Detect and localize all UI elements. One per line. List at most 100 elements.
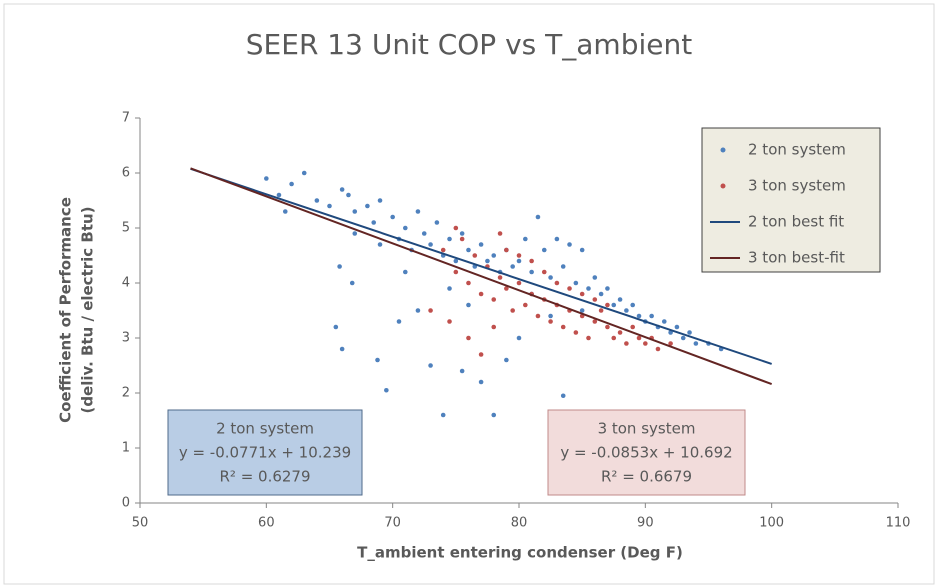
point [548,313,553,319]
point [377,198,383,203]
point [541,269,547,275]
annotation-text: 2 ton system [216,420,314,438]
point [485,258,490,264]
x-tick-label: 100 [759,516,784,531]
annotation-text: y = -0.0771x + 10.239 [179,444,351,462]
point [337,264,342,269]
y-axis-label: (deliv. Btu / electric Btu) [79,206,97,413]
point [535,313,541,319]
point [617,330,623,335]
x-tick-label: 70 [384,516,401,531]
point [592,319,598,324]
point [516,335,522,341]
point [516,253,522,258]
x-tick-label: 90 [637,516,654,531]
point [655,346,661,352]
point [415,209,421,214]
point [282,209,288,214]
legend-box [701,127,881,273]
point [346,192,351,198]
point [415,308,421,313]
point [440,412,446,418]
point [636,313,642,319]
point [264,176,269,181]
point [592,297,598,302]
x-tick-label: 80 [511,516,528,531]
point [478,379,484,385]
point [352,231,358,236]
point [276,192,282,198]
annotation-text: R² = 0.6679 [601,468,692,486]
point [624,341,629,346]
point [649,313,654,319]
fit-line [190,167,773,386]
point [365,203,370,209]
point [523,302,528,308]
point [579,308,585,313]
point [428,363,433,368]
x-tick-label: 60 [258,516,275,531]
point [349,280,355,286]
point [289,181,294,187]
point [390,214,395,220]
legend-label: 3 ton system [748,177,846,195]
point [504,357,509,363]
point [529,258,534,264]
point [680,335,686,341]
point [497,231,503,236]
x-tick-label: 110 [886,516,911,531]
point [617,297,623,302]
legend-label: 2 ton best fit [748,213,844,231]
point [548,275,553,280]
point [428,308,433,313]
fit-line [190,167,772,365]
y-tick-label: 5 [122,221,130,236]
point [624,308,629,313]
point [491,324,497,330]
point [453,225,459,231]
point [301,170,307,176]
point [466,335,471,341]
point [510,264,515,269]
point [314,198,320,203]
point [403,269,408,275]
point [548,319,553,324]
point [478,242,484,247]
point [605,324,610,330]
x-axis-label: T_ambient entering condenser (Deg F) [357,544,683,562]
point [333,324,339,330]
point [447,286,452,291]
point [403,225,408,231]
point [541,247,547,253]
point [434,220,440,225]
point [516,280,522,286]
point [428,242,433,247]
y-tick-label: 4 [122,276,130,291]
y-axis-label: Coefficient of Performance [57,197,75,423]
point [447,319,452,324]
point [605,302,610,308]
point [384,387,389,393]
point [687,330,692,335]
point [560,393,566,399]
y-tick-label: 3 [122,331,130,346]
point [491,412,497,418]
x-tick-label: 50 [132,516,149,531]
point [573,330,579,335]
point [567,242,572,247]
legend-marker [720,183,726,189]
point [504,286,509,291]
point [598,291,604,297]
point [560,264,566,269]
point [630,324,635,330]
point [630,302,635,308]
point [327,203,332,209]
point [611,302,617,308]
point [447,236,452,242]
point [586,286,591,291]
point [440,247,446,253]
legend-label: 3 ton best-fit [748,249,845,267]
point [453,258,459,264]
point [459,231,465,236]
point [567,286,572,291]
